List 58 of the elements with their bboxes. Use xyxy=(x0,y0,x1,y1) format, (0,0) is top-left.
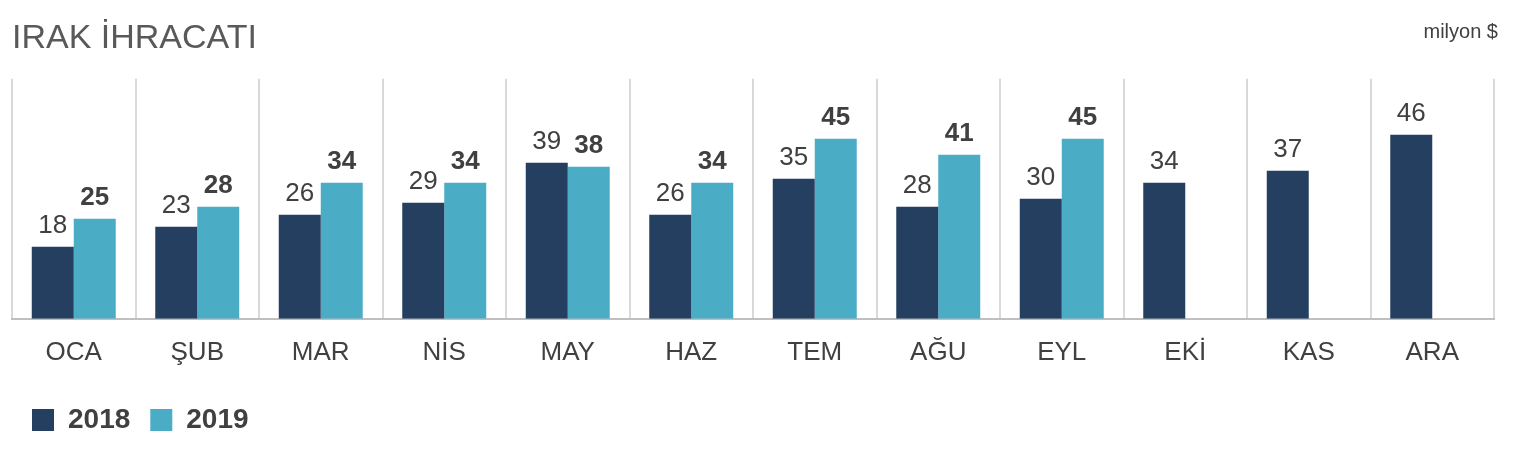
bar xyxy=(73,218,116,319)
bar xyxy=(567,166,610,319)
bar xyxy=(1390,134,1433,319)
x-tick-label: ŞUB xyxy=(170,335,224,366)
bar xyxy=(525,162,568,319)
bar xyxy=(155,226,198,319)
x-tick-label: EKİ xyxy=(1164,335,1207,366)
bar xyxy=(814,138,857,319)
data-label: 34 xyxy=(1149,144,1179,175)
bar xyxy=(320,182,363,319)
x-tick-label: KAS xyxy=(1282,335,1335,366)
data-label: 34 xyxy=(697,144,728,175)
x-tick-label: OCA xyxy=(45,335,103,366)
data-label: 28 xyxy=(203,168,233,199)
bar xyxy=(1061,138,1104,319)
data-label: 29 xyxy=(408,164,438,195)
data-label: 30 xyxy=(1026,160,1056,191)
data-label: 34 xyxy=(450,144,481,175)
data-label: 41 xyxy=(944,116,974,147)
data-label: 26 xyxy=(655,176,685,207)
x-tick-label: HAZ xyxy=(665,335,718,366)
bar xyxy=(197,206,240,319)
data-label: 23 xyxy=(161,188,191,219)
bar xyxy=(402,202,445,319)
data-label: 39 xyxy=(532,124,562,155)
legend-label: 2018 xyxy=(68,402,131,434)
x-tick-label: EYL xyxy=(1037,335,1087,366)
bar xyxy=(1019,198,1062,319)
x-tick-label: ARA xyxy=(1405,335,1460,366)
chart-title: IRAK İHRACATI xyxy=(12,16,257,55)
data-label: 25 xyxy=(80,180,110,211)
x-tick-label: TEM xyxy=(787,335,843,366)
data-label: 45 xyxy=(1068,100,1098,131)
data-label: 46 xyxy=(1396,96,1426,127)
bar xyxy=(444,182,487,319)
data-label: 38 xyxy=(574,128,604,159)
x-tick-label: NİS xyxy=(422,335,466,366)
bar xyxy=(691,182,734,319)
x-tick-label: MAY xyxy=(540,335,595,366)
data-label: 18 xyxy=(38,208,68,239)
data-label: 37 xyxy=(1273,132,1303,163)
bar xyxy=(278,214,321,319)
text: milyon $ xyxy=(1423,19,1498,42)
bar xyxy=(896,206,939,319)
bar xyxy=(772,178,815,319)
bar xyxy=(1143,182,1186,319)
legend-label: 2019 xyxy=(186,402,249,434)
bar xyxy=(1266,170,1309,319)
bar xyxy=(649,214,692,319)
x-tick-label: AĞU xyxy=(910,335,967,366)
bar xyxy=(938,154,981,319)
x-tick-label: MAR xyxy=(291,335,350,366)
data-label: 35 xyxy=(779,140,809,171)
data-label: 45 xyxy=(821,100,851,131)
data-label: 26 xyxy=(285,176,315,207)
data-label: 28 xyxy=(902,168,932,199)
bar xyxy=(31,246,74,319)
data-label: 34 xyxy=(327,144,357,175)
